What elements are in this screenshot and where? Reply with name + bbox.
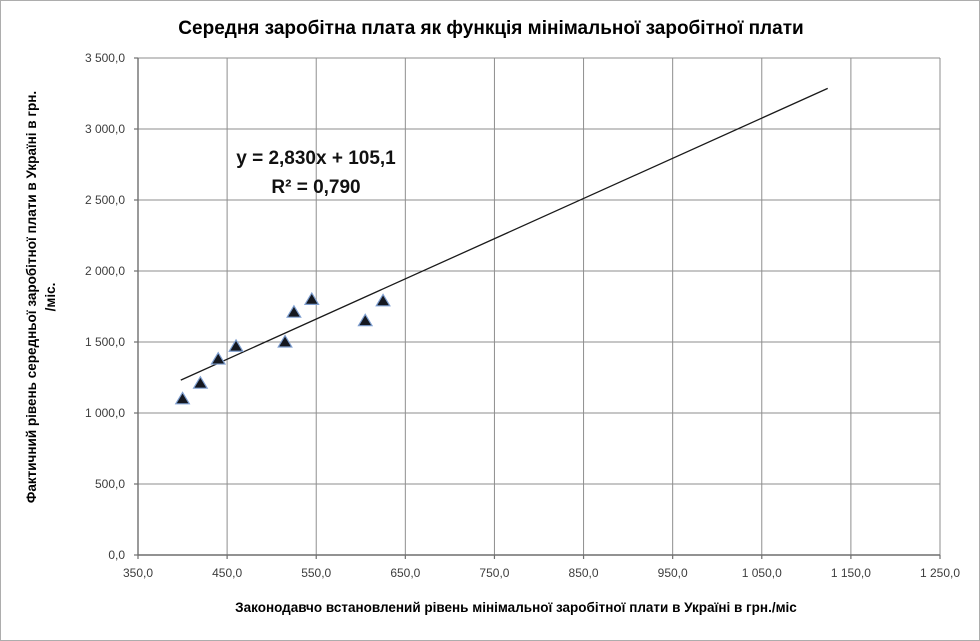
data-point-marker <box>286 304 302 318</box>
data-point-marker <box>375 293 391 307</box>
x-tick-label: 350,0 <box>122 566 154 580</box>
x-tick-label: 550,0 <box>301 566 332 580</box>
x-tick-label: 1 150,0 <box>830 566 871 580</box>
data-point-marker <box>174 391 191 405</box>
data-point-marker <box>277 334 293 348</box>
y-axis-title-line2: /міс. <box>43 282 58 312</box>
r-squared-label: R² = 0,790 <box>271 177 361 198</box>
x-tick-label: 650,0 <box>390 566 421 580</box>
x-tick-label: 1 050,0 <box>741 566 782 580</box>
data-point-marker <box>303 291 320 305</box>
trendline-equation-block: y = 2,830x + 105,1 R² = 0,790 <box>196 144 436 202</box>
data-point-marker <box>192 375 209 389</box>
data-point-marker <box>228 338 244 352</box>
x-axis-title: Законодавчо встановлений рівень мінімаль… <box>235 600 797 615</box>
data-point-marker <box>357 313 374 327</box>
y-axis-title: Фактичний рівень середньої заробітної пл… <box>22 17 62 577</box>
data-point-marker <box>210 351 227 365</box>
y-tick-label: 500,0 <box>94 477 125 491</box>
y-axis-title-line1: Фактичний рівень середньої заробітної пл… <box>24 90 39 504</box>
x-tick-label: 1 250,0 <box>919 566 961 580</box>
x-tick-label: 850,0 <box>568 566 599 580</box>
y-tick-label: 3 500,0 <box>84 51 125 65</box>
y-tick-label: 0,0 <box>108 548 125 562</box>
y-tick-label: 2 500,0 <box>84 193 125 207</box>
chart-title: Середня заробітна плата як функція мінім… <box>178 18 804 39</box>
y-tick-label: 1 500,0 <box>84 335 125 349</box>
y-tick-label: 1 000,0 <box>84 406 125 420</box>
x-tick-label: 450,0 <box>212 566 243 580</box>
x-tick-label: 750,0 <box>479 566 510 580</box>
y-tick-label: 2 000,0 <box>84 264 125 278</box>
trendline-equation: y = 2,830x + 105,1 <box>236 148 396 169</box>
x-tick-label: 950,0 <box>657 566 688 580</box>
trendline <box>180 87 828 381</box>
y-tick-label: 3 000,0 <box>84 122 125 136</box>
